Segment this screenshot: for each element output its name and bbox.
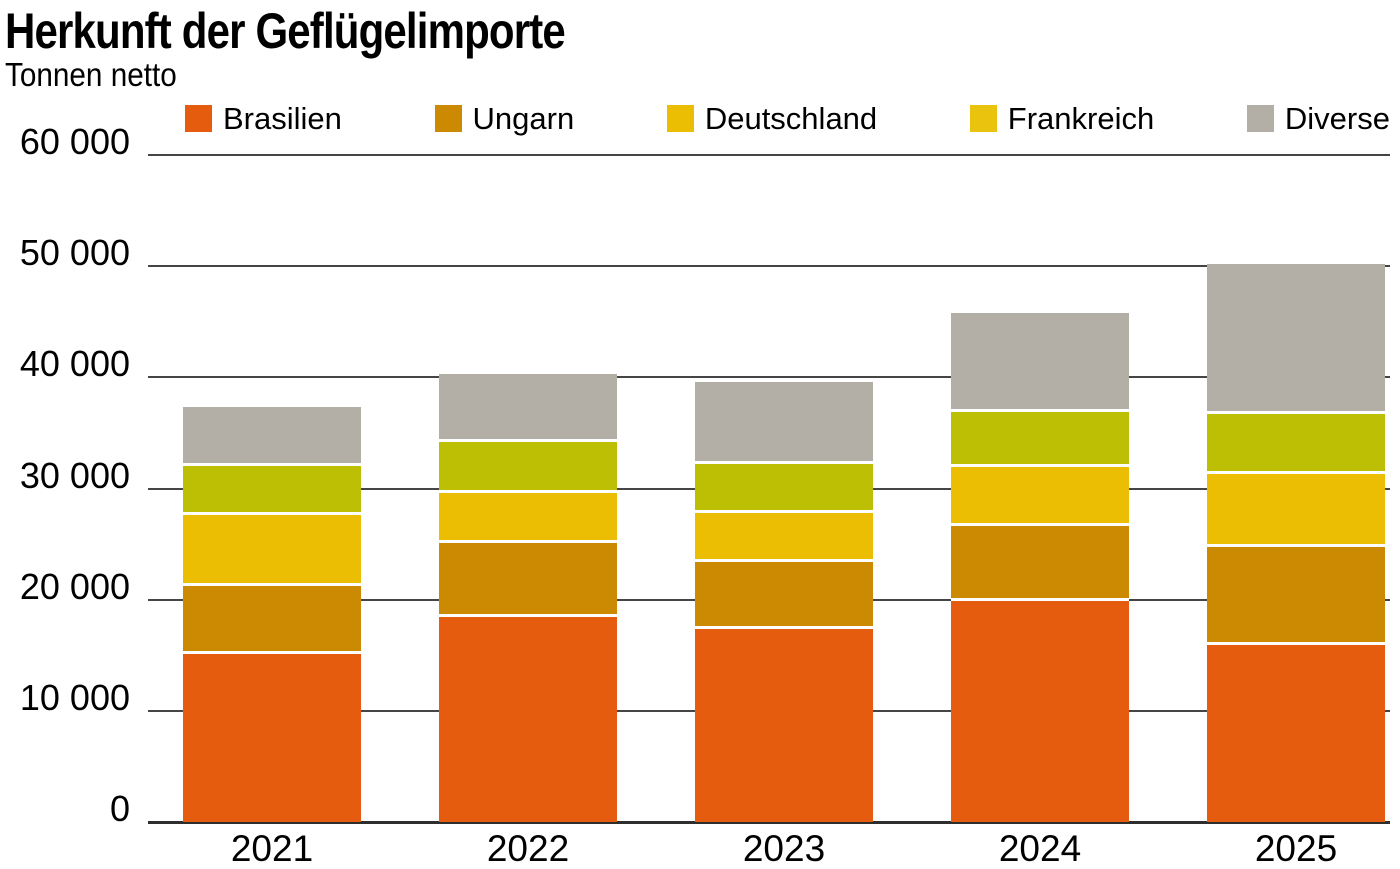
y-axis-tick-label: 20 000 bbox=[19, 565, 130, 607]
bar-segment-ungarn-2023 bbox=[695, 561, 873, 629]
legend-label: Deutschland bbox=[704, 101, 878, 136]
x-axis-label-2023: 2023 bbox=[742, 828, 826, 869]
bar-segment-brasilien-2022 bbox=[439, 617, 617, 822]
bar-2025 bbox=[1207, 263, 1385, 822]
y-axis-tick-label: 50 000 bbox=[19, 232, 130, 274]
bar-segment-frankreich-2025 bbox=[1207, 414, 1385, 475]
y-axis-tick-label: 40 000 bbox=[19, 343, 130, 385]
bar-segment-frankreich-2023 bbox=[695, 464, 873, 513]
bar-segment-ungarn-2024 bbox=[951, 526, 1129, 601]
legend-label: Diverse bbox=[1284, 101, 1390, 136]
bar-segment-deutschland-2022 bbox=[439, 492, 617, 543]
legend-item-brasilien: Brasilien bbox=[185, 103, 342, 134]
legend-swatch-icon bbox=[969, 105, 997, 132]
bar-segment-brasilien-2025 bbox=[1207, 645, 1385, 822]
chart-legend: Brasilien Ungarn Deutschland Frankreich Dive… bbox=[185, 103, 1390, 134]
bar-segment-brasilien-2023 bbox=[695, 628, 873, 822]
y-axis-tick-label: 60 000 bbox=[19, 121, 130, 162]
bar-segment-deutschland-2025 bbox=[1207, 474, 1385, 548]
bar-segment-deutschland-2024 bbox=[951, 467, 1129, 527]
bar-segment-diverse-2022 bbox=[439, 374, 617, 442]
x-axis-label-2024: 2024 bbox=[998, 828, 1082, 869]
bar-segment-deutschland-2021 bbox=[183, 515, 361, 587]
legend-swatch-icon bbox=[1246, 105, 1274, 132]
bar-2024 bbox=[951, 312, 1129, 822]
legend-item-ungarn: Ungarn bbox=[434, 101, 575, 136]
gridline bbox=[148, 154, 1390, 156]
chart-title: Herkunft der Geflügelimporte bbox=[5, 3, 566, 59]
bar-segment-deutschland-2023 bbox=[695, 512, 873, 562]
bar-segment-ungarn-2025 bbox=[1207, 547, 1385, 646]
bar-2022 bbox=[439, 374, 617, 822]
gridline bbox=[148, 376, 1390, 379]
gridline bbox=[148, 821, 1390, 824]
legend-swatch-icon bbox=[434, 105, 462, 132]
legend-label: Ungarn bbox=[472, 101, 575, 136]
bar-segment-diverse-2021 bbox=[183, 407, 361, 467]
legend-item-frankreich: Frankreich bbox=[969, 101, 1155, 136]
bar-segment-diverse-2025 bbox=[1207, 263, 1385, 415]
x-axis-label-2022: 2022 bbox=[486, 828, 570, 869]
bar-segment-brasilien-2024 bbox=[951, 600, 1129, 822]
y-axis-tick-label: 30 000 bbox=[19, 454, 130, 496]
bar-2023 bbox=[695, 381, 873, 822]
legend-swatch-icon bbox=[185, 105, 212, 132]
bar-segment-frankreich-2022 bbox=[439, 441, 617, 493]
plot-area: 60 000 50 000 40 000 30 000 20 000 10 000 0 202… bbox=[20, 124, 1390, 867]
gridline bbox=[148, 265, 1390, 268]
bar-segment-frankreich-2024 bbox=[951, 411, 1129, 468]
legend-label: Brasilien bbox=[223, 101, 342, 136]
legend-label: Frankreich bbox=[1007, 101, 1155, 136]
legend-swatch-icon bbox=[666, 105, 694, 132]
bar-segment-ungarn-2021 bbox=[183, 586, 361, 655]
bar-segment-ungarn-2022 bbox=[439, 542, 617, 618]
bar-segment-frankreich-2021 bbox=[183, 466, 361, 516]
y-axis-tick-label: 0 bbox=[109, 788, 130, 829]
legend-item-diverse: Diverse bbox=[1246, 101, 1390, 136]
bar-segment-brasilien-2021 bbox=[183, 654, 361, 822]
bar-segment-diverse-2024 bbox=[951, 312, 1129, 412]
x-axis-label-2025: 2025 bbox=[1254, 828, 1338, 869]
bar-segment-diverse-2023 bbox=[695, 381, 873, 465]
bar-2021 bbox=[183, 407, 361, 822]
x-axis-label-2021: 2021 bbox=[230, 828, 314, 869]
y-axis-tick-label: 10 000 bbox=[19, 676, 130, 718]
legend-item-deutschland: Deutschland bbox=[666, 101, 878, 136]
chart-subtitle: Tonnen netto bbox=[5, 56, 177, 93]
